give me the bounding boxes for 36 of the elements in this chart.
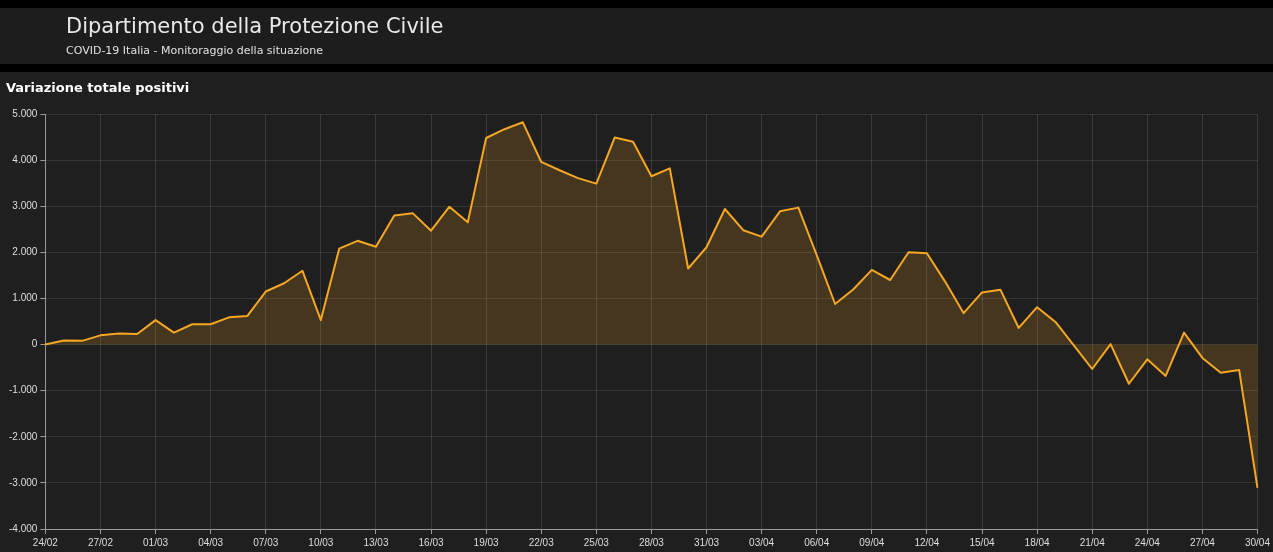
y-tick-label: 0	[31, 338, 38, 350]
x-tick-label: 27/04	[1189, 536, 1216, 548]
x-tick-label: 03/04	[749, 536, 775, 548]
x-tick-label: 21/04	[1079, 536, 1106, 548]
y-tick-label: 5.000	[12, 107, 38, 119]
x-tick-label: 18/04	[1024, 536, 1051, 548]
y-tick-label: 1.000	[12, 292, 38, 304]
chart-title: Variazione totale positivi	[6, 80, 190, 95]
x-tick-label: 22/03	[528, 536, 555, 548]
x-tick-label: 10/03	[308, 536, 334, 548]
y-tick-label: -4.000	[9, 522, 38, 534]
y-tick-label: 2.000	[12, 246, 38, 258]
x-tick-label: 27/02	[87, 536, 114, 548]
x-tick-label: 24/02	[32, 536, 59, 548]
y-tick-label: 4.000	[12, 153, 38, 165]
x-tick-label: 01/03	[143, 536, 169, 548]
text: COVID-19 Italia - Monitoraggio della situazione	[66, 44, 323, 57]
x-tick-label: 15/04	[969, 536, 995, 548]
x-tick-label: 24/04	[1134, 536, 1161, 548]
x-tick-label: 28/03	[638, 536, 665, 548]
x-tick-label: 16/03	[418, 536, 444, 548]
x-tick-label: 13/03	[363, 536, 389, 548]
text: Dipartimento della Protezione Civile	[66, 14, 444, 38]
y-tick-label: 3.000	[12, 199, 38, 211]
y-tick-label: -3.000	[9, 476, 38, 488]
y-tick-label: -1.000	[9, 384, 38, 396]
x-tick-label: 25/03	[583, 536, 610, 548]
x-tick-label: 07/03	[253, 536, 279, 548]
x-tick-label: 04/03	[198, 536, 224, 548]
x-tick-label: 12/04	[914, 536, 940, 548]
x-tick-label: 19/03	[473, 536, 500, 548]
x-tick-label: 30/04	[1244, 536, 1271, 548]
x-tick-label: 31/03	[694, 536, 720, 548]
x-tick-label: 09/04	[859, 536, 885, 548]
y-tick-label: -2.000	[9, 430, 38, 442]
x-tick-label: 06/04	[804, 536, 830, 548]
